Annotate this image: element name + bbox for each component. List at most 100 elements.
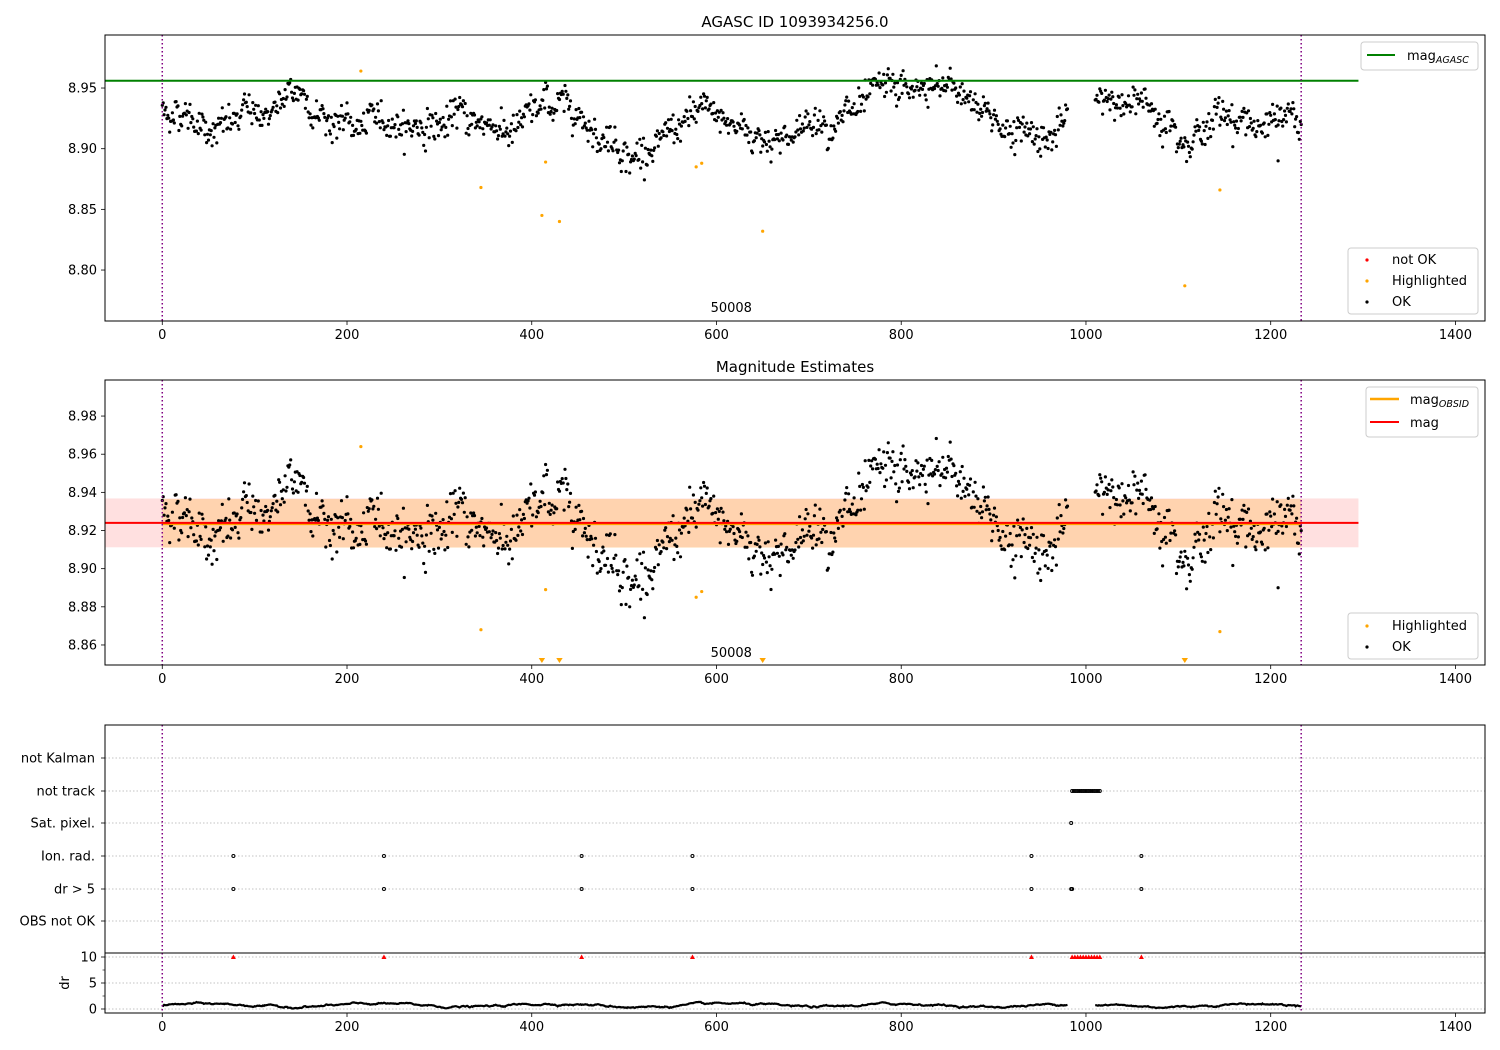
ok-point — [1188, 155, 1192, 159]
ok-point — [587, 119, 591, 123]
ok-point — [436, 546, 441, 550]
ok-point — [1124, 496, 1128, 500]
ok-point — [614, 553, 618, 557]
ok-point — [556, 92, 560, 96]
ok-point — [448, 99, 453, 103]
y-tick-label: 8.85 — [68, 203, 97, 218]
ok-point — [586, 555, 590, 559]
ok-point — [1186, 140, 1190, 144]
ok-point — [852, 496, 856, 500]
ok-point — [290, 478, 294, 482]
ok-point — [194, 129, 198, 133]
ok-point — [233, 525, 237, 530]
ok-point — [164, 502, 168, 506]
ok-point — [700, 102, 704, 106]
ok-point — [1020, 122, 1024, 126]
ok-point — [870, 459, 874, 463]
ok-point — [199, 128, 203, 132]
ok-point — [271, 105, 275, 109]
ok-point — [245, 500, 249, 505]
ok-point — [909, 87, 914, 91]
ok-point — [266, 122, 271, 126]
ok-point — [233, 120, 237, 125]
ok-point — [933, 468, 938, 472]
ok-point — [604, 145, 608, 149]
ok-point — [774, 128, 778, 133]
ok-point — [1111, 95, 1115, 99]
ok-point — [1284, 120, 1288, 124]
ok-point — [1028, 132, 1032, 136]
ok-point — [1055, 516, 1059, 520]
ok-point — [629, 587, 633, 592]
ok-point — [671, 514, 675, 518]
ok-point — [926, 502, 930, 506]
ok-point — [458, 486, 462, 490]
ok-point — [431, 116, 435, 120]
ok-point — [1203, 142, 1207, 147]
ok-point — [616, 573, 620, 577]
ok-point — [1163, 535, 1167, 539]
ok-point — [1045, 138, 1049, 142]
ok-point — [337, 120, 341, 124]
ok-point — [883, 81, 888, 85]
ok-point — [923, 482, 927, 486]
ok-point — [1103, 88, 1107, 92]
ok-point — [957, 93, 962, 97]
ok-point — [702, 484, 707, 488]
ok-point — [592, 543, 596, 547]
ok-point — [1152, 124, 1156, 128]
ok-point — [664, 526, 668, 530]
ok-point — [678, 139, 683, 143]
ok-point — [188, 102, 192, 106]
ok-point — [882, 450, 886, 454]
ok-point — [1289, 107, 1293, 111]
ok-point — [958, 470, 962, 474]
ok-point — [548, 512, 552, 517]
ok-point — [420, 534, 424, 538]
ok-point — [1056, 128, 1060, 132]
ok-point — [1183, 136, 1187, 140]
ok-point — [1282, 118, 1286, 122]
ok-point — [785, 133, 789, 137]
ok-point — [605, 140, 610, 144]
ok-point — [744, 530, 748, 534]
flag-marker — [1029, 887, 1034, 891]
ok-point — [992, 113, 996, 117]
ok-point — [1297, 552, 1301, 556]
ok-point — [456, 107, 460, 112]
ok-point — [1151, 507, 1155, 511]
ok-point — [1019, 139, 1023, 143]
ok-point — [375, 496, 380, 500]
x-tick-label: 0 — [158, 1020, 166, 1035]
ok-point — [423, 570, 428, 575]
ok-point — [641, 550, 646, 554]
flag-marker — [381, 854, 386, 858]
dr-axis-label: dr — [58, 976, 73, 990]
ok-point — [891, 72, 895, 76]
ok-point — [465, 515, 469, 519]
flag-marker — [1086, 789, 1091, 793]
ok-point — [714, 111, 718, 115]
ok-point — [1017, 125, 1022, 129]
ok-point — [1234, 119, 1239, 123]
ok-point — [1187, 150, 1191, 155]
ok-point — [879, 462, 883, 466]
ok-point — [251, 494, 255, 498]
ok-point — [1215, 105, 1219, 109]
ok-point — [205, 544, 210, 548]
ok-point — [995, 119, 999, 123]
ok-point — [798, 535, 803, 540]
ok-point — [407, 122, 411, 126]
ok-point — [796, 128, 800, 132]
ok-point — [923, 93, 927, 97]
ok-point — [508, 134, 512, 138]
ok-point — [1292, 107, 1296, 111]
ok-point — [593, 127, 598, 131]
ok-point — [332, 532, 336, 536]
ok-point — [1046, 566, 1050, 571]
ok-point — [244, 494, 248, 498]
x-tick-label: 800 — [889, 672, 914, 687]
ok-point — [1299, 529, 1303, 533]
ok-point — [814, 543, 818, 547]
ok-point — [718, 130, 722, 134]
